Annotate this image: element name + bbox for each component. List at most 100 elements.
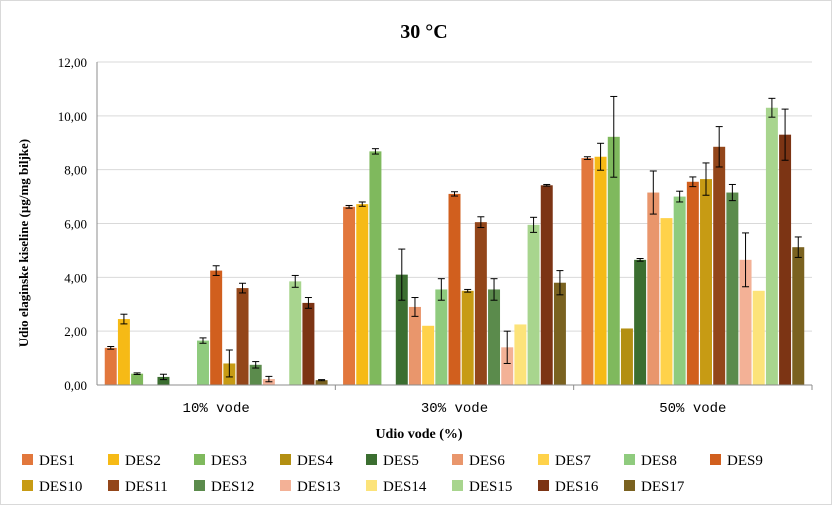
- x-axis-label: Udio vode (%): [375, 427, 462, 442]
- bar-des2-1: [117, 319, 130, 385]
- bar-des4-3: [620, 328, 633, 385]
- legend-swatch: [538, 480, 549, 491]
- y-tick-label: 2,00: [64, 324, 87, 339]
- legend-item: DES9: [710, 453, 763, 469]
- axes: 0,00 2,00 4,00 6,00 8,00 10,00 12,00 10% vode 30…: [58, 55, 813, 417]
- bar-des1-3: [581, 158, 594, 385]
- error-bar: [291, 274, 299, 288]
- legend-label: DES3: [211, 453, 247, 469]
- bar-des17-3: [792, 247, 805, 385]
- error-bar: [728, 183, 736, 202]
- error-bar: [530, 216, 538, 233]
- bar-des15-2: [527, 224, 540, 385]
- error-bar: [107, 346, 115, 350]
- legend-label: DES16: [555, 479, 599, 495]
- bar-des8-2: [435, 289, 448, 385]
- legend-item: DES1: [22, 453, 75, 469]
- legend-label: DES2: [125, 453, 161, 469]
- error-bar: [437, 278, 445, 301]
- legend-label: DES4: [297, 453, 333, 469]
- legend-swatch: [366, 480, 377, 491]
- bar-des14-3: [752, 290, 765, 385]
- legend-swatch: [280, 454, 291, 465]
- error-bar: [768, 97, 776, 118]
- legend-swatch: [194, 480, 205, 491]
- legend-item: DES8: [624, 453, 677, 469]
- error-bar: [398, 248, 406, 301]
- bars-group: [104, 95, 805, 385]
- error-bar: [318, 379, 326, 382]
- legend-item: DES7: [538, 453, 591, 469]
- legend-item: DES10: [22, 479, 82, 495]
- error-bar: [715, 126, 723, 168]
- legend-item: DES14: [366, 479, 427, 495]
- y-tick-label: 0,00: [64, 378, 87, 393]
- error-bar: [676, 190, 684, 203]
- legend-label: DES12: [211, 479, 254, 495]
- legend-swatch: [452, 480, 463, 491]
- y-tick-label: 10,00: [58, 109, 87, 124]
- legend-item: DES15: [452, 479, 512, 495]
- error-bar: [199, 337, 207, 344]
- bar-des9-2: [448, 193, 461, 385]
- bar-des11-1: [236, 288, 249, 385]
- legend-label: DES17: [641, 479, 685, 495]
- legend-item: DES16: [538, 479, 599, 495]
- bar-des9-1: [210, 270, 223, 385]
- bar-des9-3: [686, 181, 699, 385]
- error-bar: [636, 257, 644, 262]
- bar-des1-2: [343, 206, 356, 385]
- bar-des10-2: [461, 290, 474, 385]
- legend-item: DES17: [624, 479, 685, 495]
- legend-swatch: [108, 480, 119, 491]
- error-bar: [411, 297, 419, 317]
- legend-item: DES11: [108, 479, 168, 495]
- bar-des1-1: [104, 347, 117, 385]
- bar-des6-3: [647, 192, 660, 385]
- bar-des16-3: [779, 134, 792, 385]
- legend-item: DES6: [452, 453, 505, 469]
- legend-label: DES9: [727, 453, 763, 469]
- legend-item: DES4: [280, 453, 333, 469]
- bar-des5-2: [395, 274, 408, 385]
- y-tick-label: 8,00: [64, 163, 87, 178]
- error-bar: [597, 142, 605, 171]
- legend-swatch: [710, 454, 721, 465]
- error-bar: [702, 162, 710, 196]
- y-axis-label: Udio elaginske kiseline (µg/mg biljke): [16, 139, 31, 347]
- error-bar: [477, 216, 485, 229]
- legend-swatch: [452, 454, 463, 465]
- x-tick-label: 30% vode: [421, 401, 488, 417]
- legend-label: DES8: [641, 453, 677, 469]
- error-bar: [689, 176, 697, 188]
- legend-label: DES13: [297, 479, 340, 495]
- y-tick-label: 6,00: [64, 217, 87, 232]
- error-bar: [345, 204, 353, 209]
- bar-des7-2: [422, 325, 435, 385]
- error-bar: [225, 349, 233, 378]
- legend-item: DES3: [194, 453, 247, 469]
- bar-des2-2: [356, 204, 369, 385]
- error-bar: [451, 191, 458, 197]
- error-bar: [464, 288, 472, 293]
- error-bar: [212, 265, 220, 276]
- x-tick-label: 50% vode: [659, 401, 726, 417]
- legend-item: DES12: [194, 479, 254, 495]
- error-bar: [371, 148, 379, 155]
- legend-label: DES7: [555, 453, 591, 469]
- legend-item: DES13: [280, 479, 340, 495]
- error-bar: [503, 330, 511, 364]
- bar-des16-1: [302, 302, 315, 385]
- bar-des11-2: [474, 222, 487, 385]
- bar-des5-3: [634, 259, 647, 385]
- bar-des13-2: [501, 347, 514, 385]
- error-bar: [649, 170, 657, 215]
- bar-des5-1: [157, 376, 170, 385]
- legend-label: DES1: [39, 453, 75, 469]
- bar-des8-3: [673, 196, 686, 385]
- error-bar: [583, 156, 591, 160]
- error-bar: [252, 361, 260, 369]
- legend-label: DES6: [469, 453, 505, 469]
